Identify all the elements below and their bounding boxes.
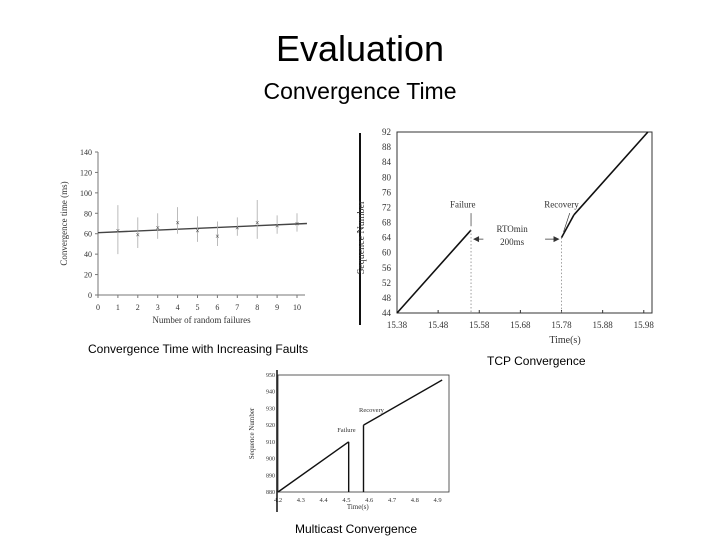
x-tick-label: 10: [293, 303, 301, 312]
slide-subtitle: Convergence Time: [263, 78, 457, 104]
x-tick-label: 6: [215, 303, 219, 312]
y-tick-label: 950: [266, 373, 275, 379]
x-tick-label: 4.5: [342, 497, 350, 504]
y-tick-label: 900: [266, 457, 275, 463]
slide-title: Evaluation: [275, 28, 445, 69]
x-tick-label: 7: [235, 303, 239, 312]
y-tick-label: 44: [382, 308, 392, 318]
x-axis-label: Number of random failures: [152, 315, 251, 325]
y-tick-label: 0: [88, 291, 92, 300]
y-tick-label: 910: [266, 440, 275, 446]
y-tick-label: 76: [382, 187, 392, 197]
x-tick-label: 5: [196, 303, 200, 312]
x-tick-label: 4.7: [388, 497, 397, 504]
x-tick-label: 15.58: [469, 320, 490, 330]
y-tick-label: 880: [266, 490, 275, 496]
sequence-line: [560, 214, 575, 238]
x-tick-label: 15.48: [428, 320, 449, 330]
recovery-label: Recovery: [359, 407, 385, 414]
recovery-leader: [563, 212, 571, 233]
x-tick-label: 4.9: [434, 497, 442, 504]
y-tick-label: 140: [80, 148, 92, 157]
data-point-marker: ×: [215, 232, 220, 241]
y-tick-label: 940: [266, 390, 275, 396]
y-axis-label: Sequence Number: [356, 200, 367, 274]
y-tick-label: 48: [382, 293, 392, 303]
sequence-line: [573, 131, 649, 216]
y-tick-label: 72: [382, 202, 391, 212]
y-tick-label: 60: [382, 248, 392, 258]
sequence-line: [363, 379, 443, 426]
x-tick-label: 15.98: [634, 320, 655, 330]
sequence-line: [396, 229, 472, 314]
x-tick-label: 9: [275, 303, 279, 312]
rto-label: RTOmin: [497, 224, 529, 234]
y-tick-label: 56: [382, 263, 392, 273]
rto-arrowhead-left: [473, 236, 480, 243]
failure-label: Failure: [450, 199, 476, 209]
tcp-chart-caption: TCP Convergence: [487, 354, 586, 368]
x-tick-label: 0: [96, 303, 100, 312]
rto-arrowhead-right: [553, 236, 560, 243]
data-point-marker: ×: [116, 227, 121, 236]
y-axis-label: Sequence Number: [248, 407, 256, 459]
multicast-chart-caption: Multicast Convergence: [295, 522, 418, 536]
y-tick-label: 84: [382, 157, 392, 167]
y-tick-label: 52: [382, 278, 391, 288]
x-tick-label: 4.3: [297, 497, 305, 504]
y-tick-label: 40: [84, 250, 92, 259]
y-axis-label: Convergence time (ms): [59, 181, 69, 265]
rto-value-label: 200ms: [500, 237, 525, 247]
y-tick-label: 88: [382, 142, 392, 152]
rto-label-bg: [483, 225, 546, 254]
x-axis-label: Time(s): [347, 503, 370, 511]
x-axis-label: Time(s): [549, 335, 580, 346]
recovery-label: Recovery: [544, 199, 579, 209]
y-tick-label: 80: [382, 172, 392, 182]
x-tick-label: 4.8: [411, 497, 419, 504]
y-tick-label: 890: [266, 473, 275, 479]
data-point-marker: ×: [155, 224, 160, 233]
x-tick-label: 15.38: [387, 320, 408, 330]
y-tick-label: 120: [80, 168, 92, 177]
data-point-marker: ×: [195, 227, 200, 236]
sequence-line: [277, 441, 350, 493]
x-tick-label: 1: [116, 303, 120, 312]
y-tick-label: 60: [84, 230, 92, 239]
data-point-marker: ×: [175, 218, 180, 227]
x-tick-label: 4.2: [274, 497, 282, 504]
y-tick-label: 930: [266, 406, 275, 412]
plot-frame: [396, 131, 653, 314]
failure-label: Failure: [337, 427, 356, 434]
x-tick-label: 15.68: [510, 320, 531, 330]
y-tick-label: 100: [80, 189, 92, 198]
y-tick-label: 80: [84, 209, 92, 218]
x-tick-label: 8: [255, 303, 259, 312]
x-tick-label: 4: [176, 303, 180, 312]
x-tick-label: 15.78: [551, 320, 572, 330]
data-point-marker: ×: [295, 220, 300, 229]
data-point-marker: ×: [275, 222, 280, 231]
x-tick-label: 2: [136, 303, 140, 312]
y-tick-label: 92: [382, 127, 391, 137]
x-tick-label: 4.4: [320, 497, 329, 504]
y-tick-label: 68: [382, 218, 392, 228]
data-point-marker: ×: [136, 231, 141, 240]
data-point-marker: ×: [255, 218, 260, 227]
faults-chart-caption: Convergence Time with Increasing Faults: [88, 342, 309, 356]
y-tick-label: 20: [84, 271, 92, 280]
data-point-marker: ×: [235, 224, 240, 233]
x-tick-label: 4.6: [365, 497, 374, 504]
y-tick-label: 64: [382, 233, 392, 243]
x-tick-label: 15.88: [593, 320, 614, 330]
y-tick-label: 920: [266, 423, 275, 429]
x-tick-label: 3: [156, 303, 160, 312]
trend-line: [97, 222, 307, 234]
